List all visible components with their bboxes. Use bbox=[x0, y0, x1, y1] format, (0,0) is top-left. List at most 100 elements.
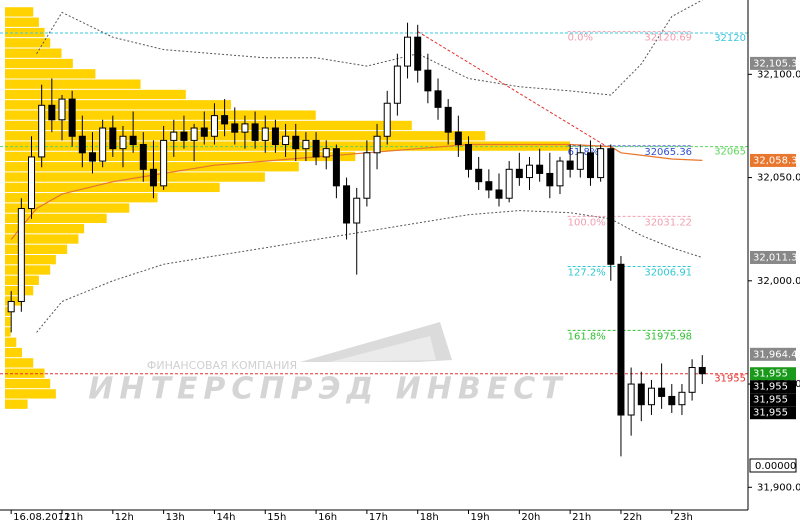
candle-body bbox=[566, 160, 574, 170]
level-label: 32065 bbox=[714, 147, 746, 158]
x-tick-label: 18h bbox=[420, 512, 439, 523]
price-tag-label: 32,011.3 bbox=[753, 252, 798, 263]
x-tick-label: 11h bbox=[64, 512, 83, 523]
x-tick-label: 12h bbox=[115, 512, 134, 523]
x-tick-label: 16.08.2012 bbox=[13, 512, 70, 523]
volume-bar bbox=[5, 182, 220, 193]
volume-bar bbox=[5, 172, 265, 182]
candle-body bbox=[515, 168, 523, 179]
candle-body bbox=[678, 391, 686, 406]
volume-bar bbox=[5, 358, 34, 368]
candle-body bbox=[485, 181, 493, 191]
volume-bar bbox=[5, 378, 51, 389]
volume-bar bbox=[5, 120, 412, 131]
watermark-text: ИНТЕРСПРЭД ИНВЕСТ bbox=[88, 372, 568, 407]
candle-body bbox=[343, 185, 351, 224]
volume-bar bbox=[5, 69, 96, 79]
candle-body bbox=[190, 127, 198, 141]
volume-bar bbox=[5, 48, 62, 58]
volume-bar bbox=[5, 368, 45, 378]
candle-body bbox=[576, 152, 584, 170]
candle-body bbox=[525, 164, 533, 179]
volume-bar bbox=[5, 79, 141, 89]
volume-bar bbox=[5, 255, 56, 265]
plot-area: 3212032065319550.0%32120.6961.8%32065.36… bbox=[0, 0, 748, 457]
candle-body bbox=[292, 135, 300, 150]
volume-bar bbox=[5, 89, 186, 100]
candle-body bbox=[373, 135, 381, 154]
candle-body bbox=[658, 387, 666, 397]
candle-body bbox=[48, 104, 56, 121]
candle-body bbox=[129, 135, 137, 146]
price-tag bbox=[750, 56, 796, 70]
candle-body bbox=[28, 156, 36, 210]
fib-price: 32006.91 bbox=[644, 268, 692, 279]
fib-trend-line bbox=[417, 31, 606, 147]
axes: 31,900.031,950.032,000.032,050.032,100.0… bbox=[10, 56, 800, 523]
candle-body bbox=[99, 127, 107, 162]
volume-bar bbox=[5, 193, 158, 203]
candle-body bbox=[261, 127, 269, 141]
volume-bar bbox=[5, 38, 51, 48]
fib-percent: 0.0% bbox=[568, 33, 593, 44]
volume-bar bbox=[5, 27, 45, 38]
candle-body bbox=[353, 197, 361, 224]
y-tick-label: 31,900.0 bbox=[757, 482, 800, 493]
y-tick-label: 32,000.0 bbox=[757, 276, 800, 287]
candle-body bbox=[363, 152, 371, 199]
x-tick-label: 20h bbox=[521, 512, 540, 523]
price-tag-label: 31,955 bbox=[753, 395, 788, 406]
volume-bar bbox=[5, 296, 22, 306]
candle-body bbox=[688, 367, 696, 393]
candle-body bbox=[332, 148, 340, 187]
fib-price: 32031.22 bbox=[644, 217, 692, 228]
volume-bar bbox=[5, 327, 11, 337]
candle-body bbox=[109, 127, 117, 150]
volume-bar bbox=[5, 316, 11, 327]
candle-body bbox=[647, 387, 655, 406]
candle-body bbox=[495, 189, 503, 199]
x-tick-label: 21h bbox=[572, 512, 591, 523]
candle-body bbox=[393, 65, 401, 104]
candle-body bbox=[221, 115, 229, 125]
candle-body bbox=[698, 367, 706, 375]
candle-body bbox=[322, 148, 330, 158]
price-tag-label: 31,955 bbox=[753, 369, 788, 380]
candle-body bbox=[282, 135, 290, 146]
candle-body bbox=[88, 152, 96, 162]
watermark-logo bbox=[330, 336, 436, 362]
candle-body bbox=[119, 135, 127, 150]
candle-body bbox=[536, 164, 544, 174]
candle-body bbox=[414, 36, 422, 71]
indicator-tag-label: 0.00000 bbox=[755, 461, 796, 472]
volume-bar bbox=[5, 244, 68, 254]
watermark-logo bbox=[300, 322, 452, 362]
candle-body bbox=[637, 383, 645, 406]
candle-body bbox=[241, 123, 249, 133]
volume-bar bbox=[5, 265, 51, 275]
candle-body bbox=[556, 160, 564, 187]
fib-percent: 127.2% bbox=[568, 268, 606, 279]
x-tick-label: 22h bbox=[623, 512, 642, 523]
price-tag bbox=[750, 153, 796, 167]
candle-body bbox=[404, 36, 412, 67]
candle-body bbox=[38, 104, 46, 158]
fib-price: 31975.98 bbox=[644, 331, 692, 342]
volume-bar bbox=[5, 17, 39, 27]
candle-body bbox=[617, 263, 625, 416]
candle-body bbox=[251, 123, 259, 141]
price-tag bbox=[750, 380, 796, 394]
x-tick-label: 15h bbox=[267, 512, 286, 523]
x-tick-label: 14h bbox=[216, 512, 235, 523]
level-label: 31955 bbox=[714, 374, 746, 385]
candle-body bbox=[424, 69, 432, 92]
y-tick-label: 32,050.0 bbox=[757, 173, 800, 184]
volume-bar bbox=[5, 141, 570, 151]
x-tick-label: 19h bbox=[471, 512, 490, 523]
candle-body bbox=[170, 131, 178, 141]
price-tag-label: 32,105.3 bbox=[753, 58, 798, 69]
candle-body bbox=[7, 300, 15, 313]
volume-bar bbox=[5, 224, 85, 234]
candle-body bbox=[668, 395, 676, 406]
